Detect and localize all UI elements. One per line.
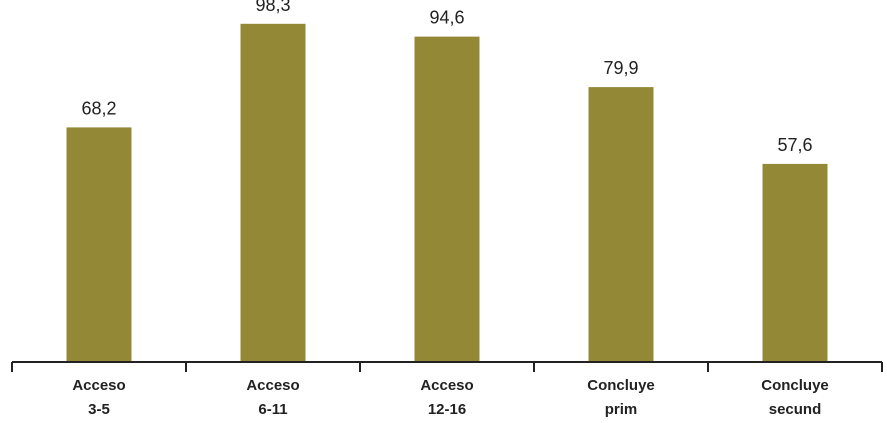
category-label-2-line-0: Acceso xyxy=(420,377,473,394)
category-labels-group: Acceso 3-5 Acceso 6-11 Acceso 12-16 Concluye pr… xyxy=(72,377,828,418)
category-label-0: Acceso 3-5 xyxy=(72,377,125,418)
bar-value-label-4: 57,6 xyxy=(777,135,812,155)
category-label-4-line-0: Concluye xyxy=(761,377,829,394)
x-axis xyxy=(11,361,883,372)
bar-value-label-0: 68,2 xyxy=(81,98,116,118)
bar-2 xyxy=(414,36,480,362)
category-label-2: Acceso 12-16 xyxy=(420,377,473,418)
category-label-0-line-0: Acceso xyxy=(72,377,125,394)
bar-value-label-1: 98,3 xyxy=(255,0,290,15)
bar-4 xyxy=(762,163,828,362)
category-label-3-line-0: Concluye xyxy=(587,377,655,394)
bars-group xyxy=(66,23,828,363)
bar-3 xyxy=(588,87,654,362)
bar-0 xyxy=(66,127,132,363)
category-label-3-line-1: prim xyxy=(605,401,638,418)
category-label-1: Acceso 6-11 xyxy=(246,377,299,418)
bar-1 xyxy=(240,23,306,363)
bar-value-label-2: 94,6 xyxy=(429,8,464,28)
category-label-1-line-0: Acceso xyxy=(246,377,299,394)
value-labels-group: 68,2 98,3 94,6 79,9 57,6 xyxy=(81,0,812,155)
bar-value-label-3: 79,9 xyxy=(603,58,638,78)
category-label-1-line-1: 6-11 xyxy=(258,401,287,418)
category-label-4: Concluye secund xyxy=(761,377,829,418)
category-label-2-line-1: 12-16 xyxy=(428,401,466,418)
category-label-3: Concluye prim xyxy=(587,377,655,418)
category-label-0-line-1: 3-5 xyxy=(88,401,110,418)
category-label-4-line-1: secund xyxy=(769,401,822,418)
